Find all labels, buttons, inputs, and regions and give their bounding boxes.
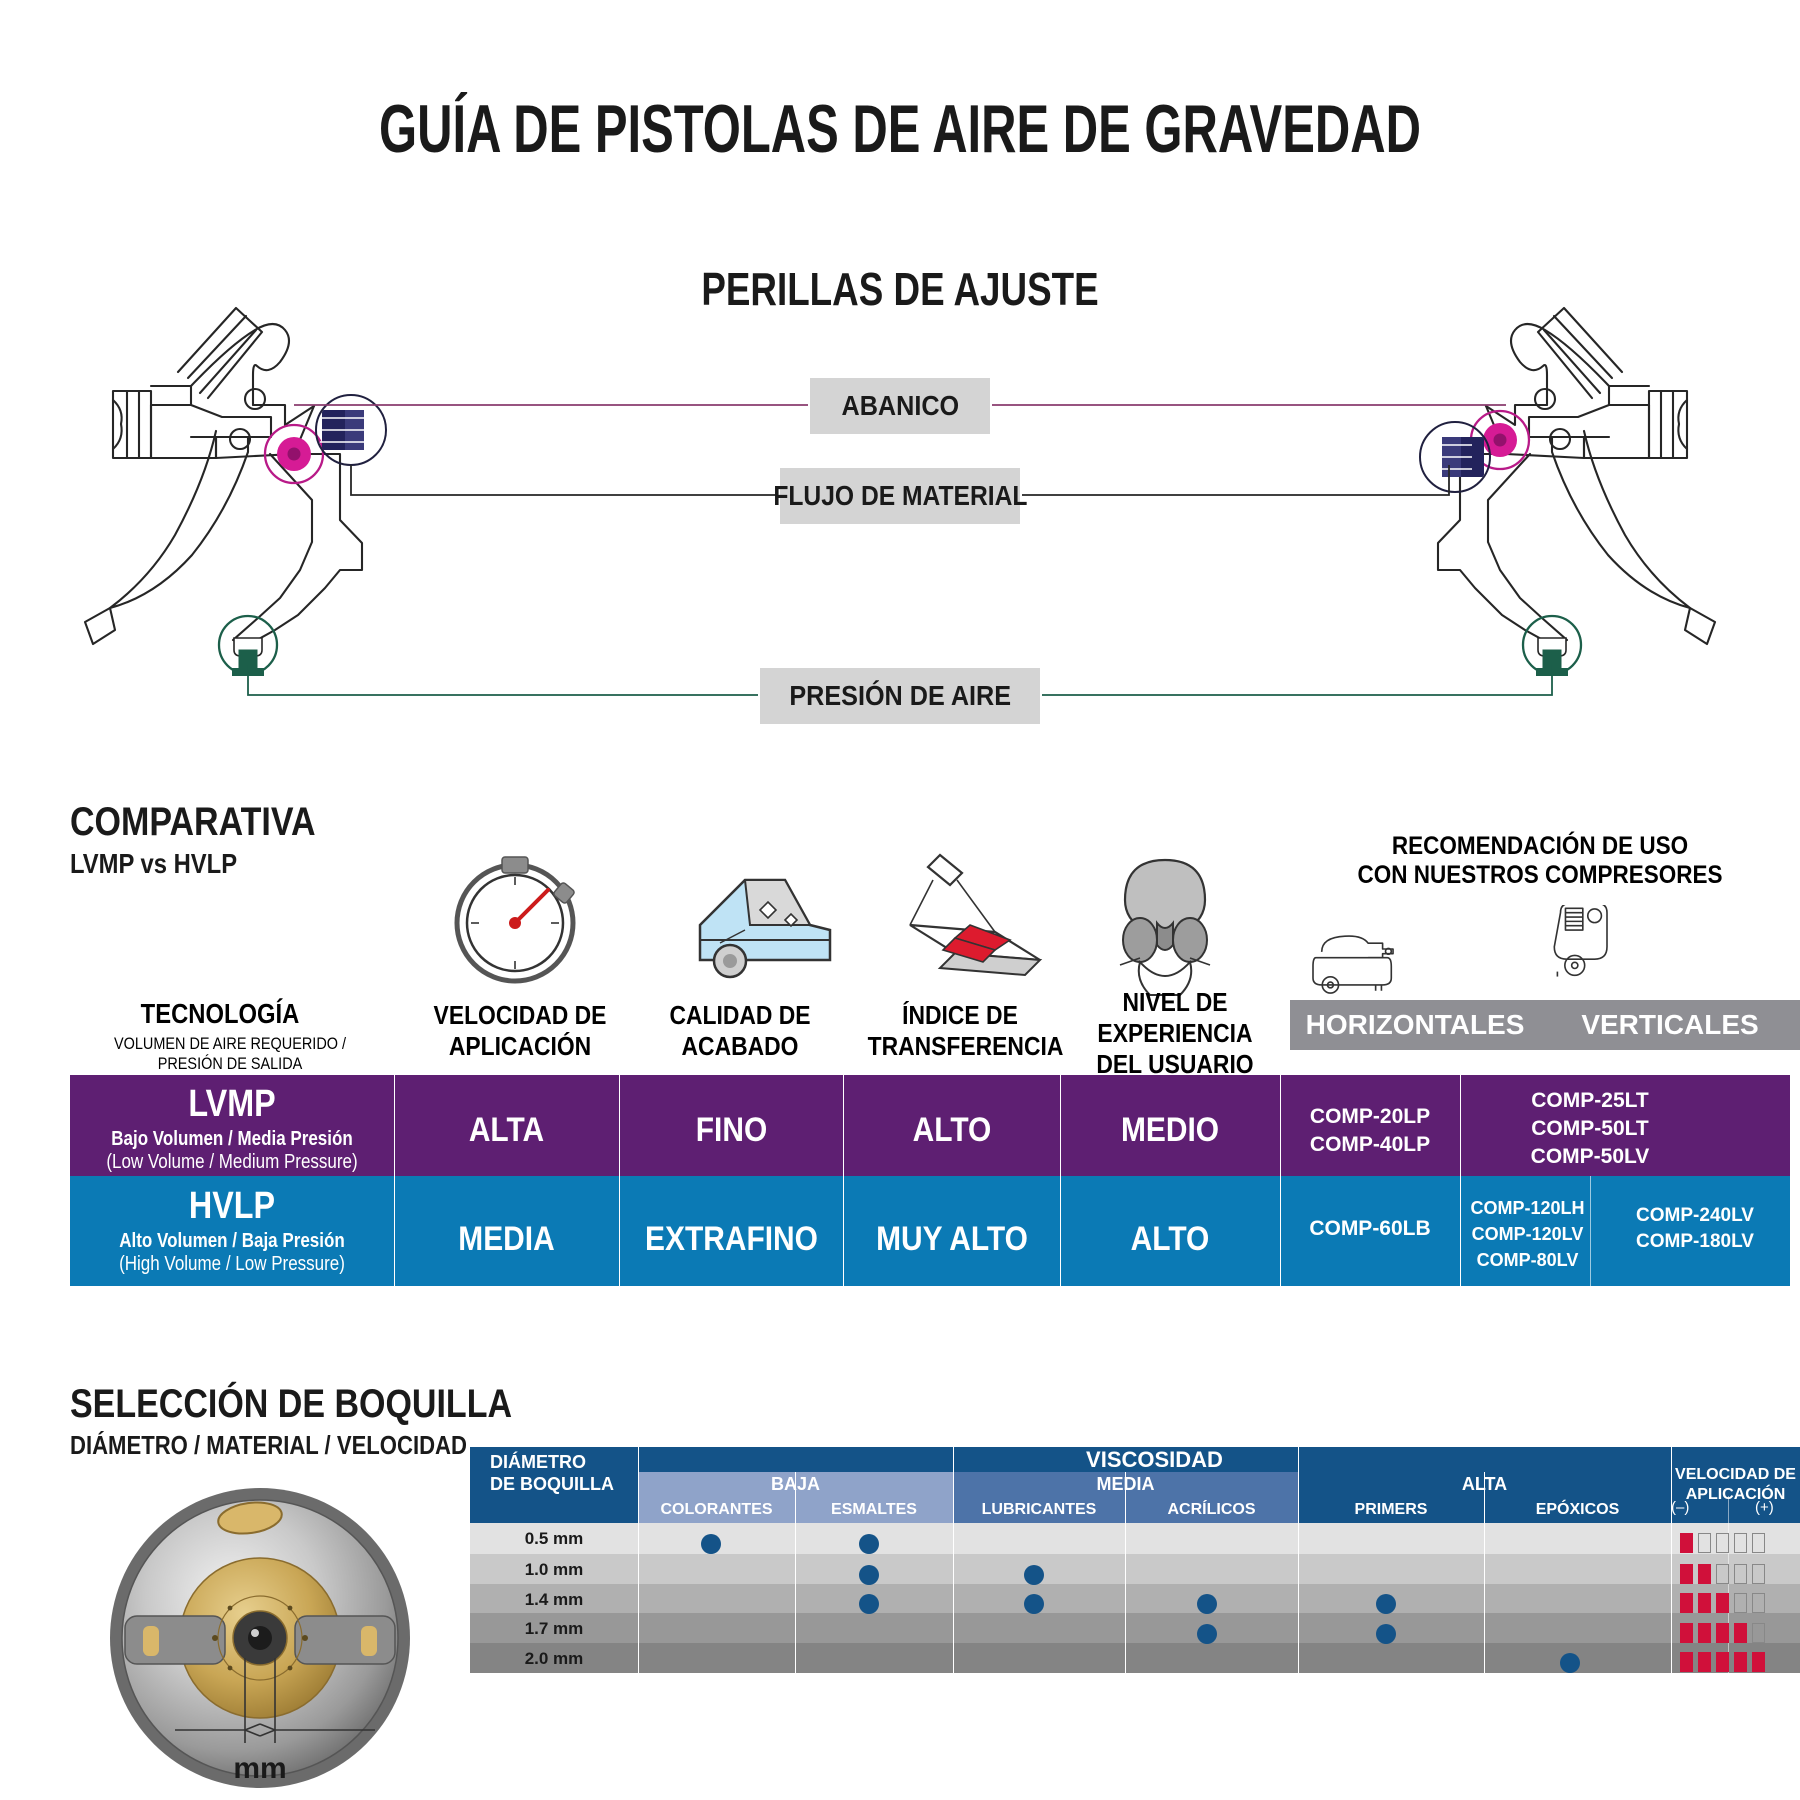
svg-text:mm: mm — [233, 1752, 286, 1785]
